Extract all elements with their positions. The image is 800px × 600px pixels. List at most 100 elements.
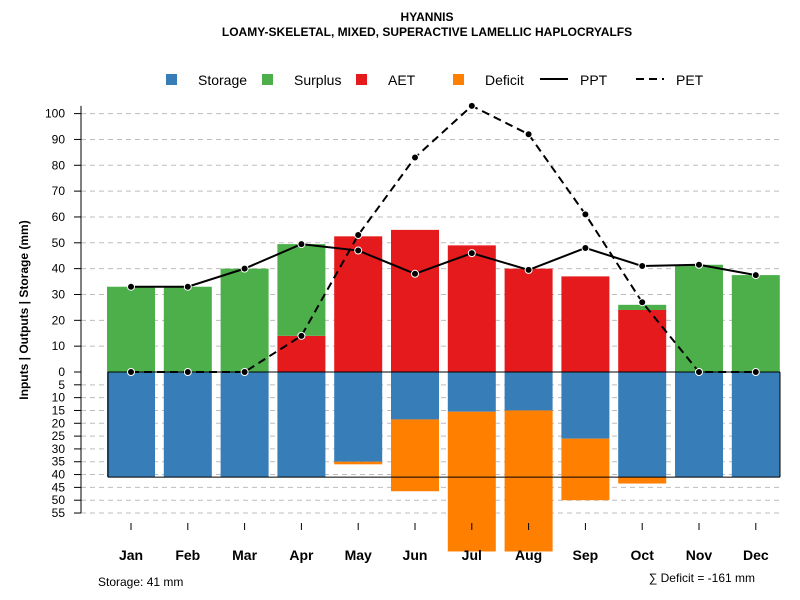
bar-storage-sep [561, 372, 610, 439]
x-tick-label-jun: Jun [403, 547, 428, 563]
bars [107, 229, 780, 552]
bar-storage-may [334, 372, 383, 462]
point-ppt-mar [240, 264, 249, 273]
bar-aet-aug [504, 268, 553, 372]
x-tick-label-aug: Aug [515, 547, 542, 563]
point-ppt-jan [127, 282, 135, 291]
x-tick-label-sep: Sep [573, 547, 599, 563]
point-ppt-jul [467, 249, 476, 258]
y-tick-label-upper-90: 90 [52, 132, 66, 146]
legend-swatch-storage [166, 74, 177, 85]
y-tick-label-upper-80: 80 [52, 158, 66, 172]
storage-frame [107, 371, 781, 478]
bar-surplus-nov [675, 264, 723, 372]
bar-deficit-may [334, 461, 383, 465]
bar-storage-oct [618, 372, 667, 478]
y-tick-label-upper-70: 70 [52, 184, 66, 198]
chart-title: HYANNIS [401, 10, 454, 24]
bar-aet-may [334, 236, 383, 372]
y-axis-label: Inputs | Outputs | Storage (mm) [17, 220, 31, 399]
legend: Storage Surplus AET Deficit PPT PET [166, 72, 704, 88]
bar-storage-jun [391, 372, 439, 420]
point-ppt-apr [297, 240, 306, 249]
bar-storage-feb [163, 372, 212, 478]
bar-storage-apr [277, 372, 326, 478]
point-ppt-aug [524, 265, 533, 274]
y-tick-label-upper-10: 10 [52, 339, 66, 353]
point-pet-mar [240, 368, 249, 376]
bar-storage-aug [504, 372, 553, 411]
point-ppt-dec [751, 271, 760, 280]
x-tick-label-feb: Feb [175, 547, 200, 563]
axes: 0102030405060708090100510152025303540455… [45, 105, 769, 563]
point-pet-may [354, 231, 363, 240]
y-tick-label-upper-20: 20 [52, 313, 66, 327]
point-pet-aug [524, 130, 533, 139]
y-tick-label-lower-55: 55 [52, 506, 66, 520]
legend-swatch-aet [356, 74, 367, 85]
y-tick-label-lower-5: 5 [58, 378, 65, 392]
y-tick-label-lower-50: 50 [52, 493, 66, 507]
point-ppt-jun [411, 269, 419, 278]
storage-note: Storage: 41 mm [98, 575, 183, 589]
point-ppt-may [354, 246, 363, 255]
bar-storage-jan [107, 372, 155, 478]
bar-deficit-oct [618, 477, 667, 484]
bar-storage-dec [731, 372, 780, 478]
legend-swatch-deficit [453, 74, 464, 85]
legend-swatch-surplus [262, 74, 273, 85]
bar-storage-nov [675, 372, 723, 478]
series-line-ppt [131, 243, 756, 288]
bar-deficit-jun [391, 419, 439, 492]
legend-label-storage: Storage [198, 72, 247, 88]
chart-subtitle: LOAMY-SKELETAL, MIXED, SUPERACTIVE LAMEL… [222, 25, 632, 39]
x-tick-label-apr: Apr [289, 547, 314, 563]
bar-deficit-sep [561, 438, 610, 501]
point-ppt-oct [638, 262, 647, 271]
y-tick-label-upper-30: 30 [52, 287, 66, 301]
bar-aet-sep [561, 276, 610, 372]
y-tick-label-upper-50: 50 [52, 236, 66, 250]
point-pet-apr [297, 331, 306, 340]
y-tick-label-lower-45: 45 [52, 480, 66, 494]
bar-surplus-dec [731, 275, 780, 372]
y-tick-label-upper-100: 100 [45, 107, 65, 121]
bar-surplus-jan [107, 286, 155, 372]
deficit-sum-note: ∑ Deficit = -161 mm [649, 571, 755, 585]
bar-deficit-aug [504, 410, 553, 552]
point-ppt-feb [183, 282, 192, 291]
point-ppt-nov [695, 260, 703, 269]
point-pet-nov [695, 368, 703, 376]
bar-storage-mar [220, 372, 269, 478]
point-ppt-sep [581, 243, 590, 252]
bar-surplus-mar [220, 268, 269, 372]
point-pet-oct [638, 298, 647, 307]
point-pet-feb [183, 368, 192, 376]
x-tick-label-mar: Mar [232, 547, 257, 563]
bar-surplus-feb [163, 286, 212, 372]
bar-aet-jul [447, 245, 496, 372]
legend-label-pet: PET [676, 72, 704, 88]
y-tick-label-lower-25: 25 [52, 429, 66, 443]
bar-deficit-jul [447, 411, 496, 552]
x-tick-label-jan: Jan [119, 547, 143, 563]
legend-label-deficit: Deficit [485, 72, 524, 88]
bar-storage-jul [447, 372, 496, 412]
legend-label-ppt: PPT [580, 72, 608, 88]
x-tick-label-oct: Oct [631, 547, 655, 563]
point-pet-jun [411, 153, 419, 162]
y-tick-label-lower-40: 40 [52, 468, 66, 482]
point-pet-jan [127, 368, 135, 376]
bar-aet-apr [277, 335, 326, 372]
legend-label-aet: AET [388, 72, 416, 88]
bar-aet-oct [618, 309, 667, 372]
x-tick-label-nov: Nov [686, 547, 713, 563]
bar-surplus-oct [618, 304, 667, 310]
y-tick-label-upper-40: 40 [52, 262, 66, 276]
y-tick-label-lower-10: 10 [52, 391, 66, 405]
y-tick-label-lower-30: 30 [52, 442, 66, 456]
legend-label-surplus: Surplus [294, 72, 341, 88]
x-tick-label-jul: Jul [462, 547, 482, 563]
x-tick-label-may: May [345, 547, 372, 563]
